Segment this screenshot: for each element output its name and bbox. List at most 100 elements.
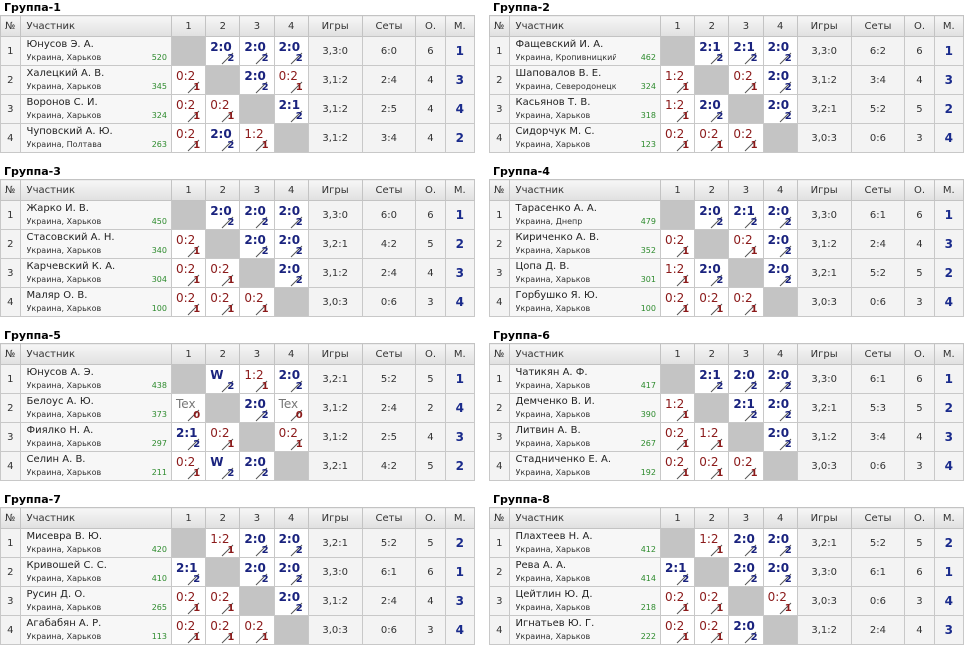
header-c2[interactable]: 2 (205, 343, 241, 365)
participant-cell[interactable]: Плахтеев Н. А. Украина, Харьков 412 (508, 528, 661, 558)
header-num[interactable]: № (489, 507, 510, 529)
participant-name[interactable]: Демченко В. И. (515, 396, 595, 407)
header-c1[interactable]: 1 (170, 343, 207, 365)
match-score-cell[interactable]: 0:2 1 (728, 229, 764, 259)
header-name[interactable]: Участник (19, 507, 172, 529)
header-c3[interactable]: 3 (239, 15, 275, 37)
match-score-cell[interactable]: 0:2 1 (170, 615, 207, 645)
header-place[interactable]: М. (444, 179, 475, 201)
match-score-cell[interactable]: 2:1 2 (728, 393, 764, 423)
match-score-cell[interactable]: 2:0 2 (273, 586, 309, 616)
participant-name[interactable]: Жарко И. В. (26, 203, 89, 214)
match-score-cell[interactable]: 2:1 2 (694, 364, 730, 394)
header-num[interactable]: № (489, 343, 510, 365)
header-c3[interactable]: 3 (239, 343, 275, 365)
header-num[interactable]: № (0, 507, 21, 529)
match-score-cell[interactable]: 2:0 2 (273, 364, 309, 394)
participant-name[interactable]: Маляр О. В. (26, 290, 88, 301)
match-score-cell[interactable]: 0:2 1 (205, 586, 241, 616)
header-name[interactable]: Участник (19, 15, 172, 37)
header-num[interactable]: № (0, 179, 21, 201)
match-score-cell[interactable]: 2:0 2 (239, 65, 275, 95)
match-score-cell[interactable]: 2:0 2 (762, 200, 798, 230)
participant-name[interactable]: Юнусов А. Э. (26, 367, 94, 378)
match-score-cell[interactable]: 0:2 1 (273, 65, 309, 95)
match-score-cell[interactable]: Tex 0 (170, 393, 207, 423)
participant-cell[interactable]: Игнатьев Ю. Г. Украина, Харьков 222 (508, 615, 661, 645)
match-score-cell[interactable]: 2:0 2 (273, 557, 309, 587)
header-c2[interactable]: 2 (205, 179, 241, 201)
match-score-cell[interactable]: 1:2 1 (659, 94, 696, 124)
header-place[interactable]: М. (444, 343, 475, 365)
participant-cell[interactable]: Кириченко А. В. Украина, Харьков 352 (508, 229, 661, 259)
header-c3[interactable]: 3 (728, 507, 764, 529)
participant-cell[interactable]: Карчевский К. А. Украина, Харьков 304 (19, 258, 172, 288)
header-c1[interactable]: 1 (170, 179, 207, 201)
match-score-cell[interactable]: 2:0 2 (273, 200, 309, 230)
participant-name[interactable]: Воронов С. И. (26, 97, 98, 108)
match-score-cell[interactable]: 2:1 2 (170, 422, 207, 452)
header-c1[interactable]: 1 (170, 15, 207, 37)
header-points[interactable]: О. (415, 179, 446, 201)
header-c3[interactable]: 3 (728, 179, 764, 201)
participant-name[interactable]: Селин А. В. (26, 454, 86, 465)
header-sets[interactable]: Сеты (850, 343, 906, 365)
match-score-cell[interactable]: 2:0 2 (239, 229, 275, 259)
match-score-cell[interactable]: 1:2 1 (659, 65, 696, 95)
match-score-cell[interactable]: 2:0 2 (205, 123, 241, 153)
header-place[interactable]: М. (444, 507, 475, 529)
match-score-cell[interactable]: 0:2 1 (659, 422, 696, 452)
participant-cell[interactable]: Юнусов А. Э. Украина, Харьков 438 (19, 364, 172, 394)
match-score-cell[interactable]: 2:0 2 (239, 557, 275, 587)
match-score-cell[interactable]: 2:0 2 (762, 94, 798, 124)
match-score-cell[interactable]: 2:0 2 (205, 200, 241, 230)
header-points[interactable]: О. (904, 15, 935, 37)
match-score-cell[interactable]: 2:0 2 (728, 615, 764, 645)
header-place[interactable]: М. (933, 343, 964, 365)
match-score-cell[interactable]: 2:0 2 (273, 229, 309, 259)
header-games[interactable]: Игры (796, 507, 852, 529)
match-score-cell[interactable]: 2:0 2 (762, 422, 798, 452)
match-score-cell[interactable]: 2:0 2 (273, 258, 309, 288)
match-score-cell[interactable]: 2:0 2 (239, 393, 275, 423)
participant-name[interactable]: Мисевра В. Ю. (26, 531, 103, 542)
match-score-cell[interactable]: 2:1 2 (170, 557, 207, 587)
match-score-cell[interactable]: 0:2 1 (694, 123, 730, 153)
match-score-cell[interactable]: 2:0 2 (694, 200, 730, 230)
header-c1[interactable]: 1 (659, 343, 696, 365)
match-score-cell[interactable]: 0:2 1 (659, 229, 696, 259)
match-score-cell[interactable]: 2:0 2 (762, 557, 798, 587)
match-score-cell[interactable]: 0:2 1 (205, 94, 241, 124)
header-c2[interactable]: 2 (205, 15, 241, 37)
match-score-cell[interactable]: 2:0 2 (762, 393, 798, 423)
header-sets[interactable]: Сеты (361, 15, 417, 37)
participant-cell[interactable]: Стадниченко Е. А. Украина, Харьков 192 (508, 451, 661, 481)
participant-name[interactable]: Литвин А. В. (515, 425, 581, 436)
header-sets[interactable]: Сеты (850, 507, 906, 529)
match-score-cell[interactable]: 0:2 1 (205, 287, 241, 317)
match-score-cell[interactable]: 0:2 1 (170, 287, 207, 317)
participant-cell[interactable]: Мисевра В. Ю. Украина, Харьков 420 (19, 528, 172, 558)
match-score-cell[interactable]: 0:2 1 (170, 123, 207, 153)
header-sets[interactable]: Сеты (361, 507, 417, 529)
header-games[interactable]: Игры (796, 179, 852, 201)
participant-cell[interactable]: Сидорчук М. С. Украина, Харьков 123 (508, 123, 661, 153)
participant-cell[interactable]: Халецкий А. В. Украина, Харьков 345 (19, 65, 172, 95)
participant-name[interactable]: Русин Д. О. (26, 589, 86, 600)
match-score-cell[interactable]: 2:0 2 (205, 36, 241, 66)
header-c4[interactable]: 4 (762, 179, 798, 201)
participant-cell[interactable]: Юнусов Э. А. Украина, Харьков 520 (19, 36, 172, 66)
match-score-cell[interactable]: 0:2 1 (659, 287, 696, 317)
match-score-cell[interactable]: 1:2 1 (239, 123, 275, 153)
match-score-cell[interactable]: 2:1 2 (694, 36, 730, 66)
header-c1[interactable]: 1 (659, 15, 696, 37)
participant-name[interactable]: Стадниченко Е. А. (515, 454, 612, 465)
participant-name[interactable]: Белоус А. Ю. (26, 396, 94, 407)
header-num[interactable]: № (489, 179, 510, 201)
header-c3[interactable]: 3 (239, 179, 275, 201)
participant-name[interactable]: Чатикян А. Ф. (515, 367, 588, 378)
match-score-cell[interactable]: 2:0 2 (694, 258, 730, 288)
participant-cell[interactable]: Литвин А. В. Украина, Харьков 267 (508, 422, 661, 452)
participant-name[interactable]: Тарасенко А. А. (515, 203, 597, 214)
